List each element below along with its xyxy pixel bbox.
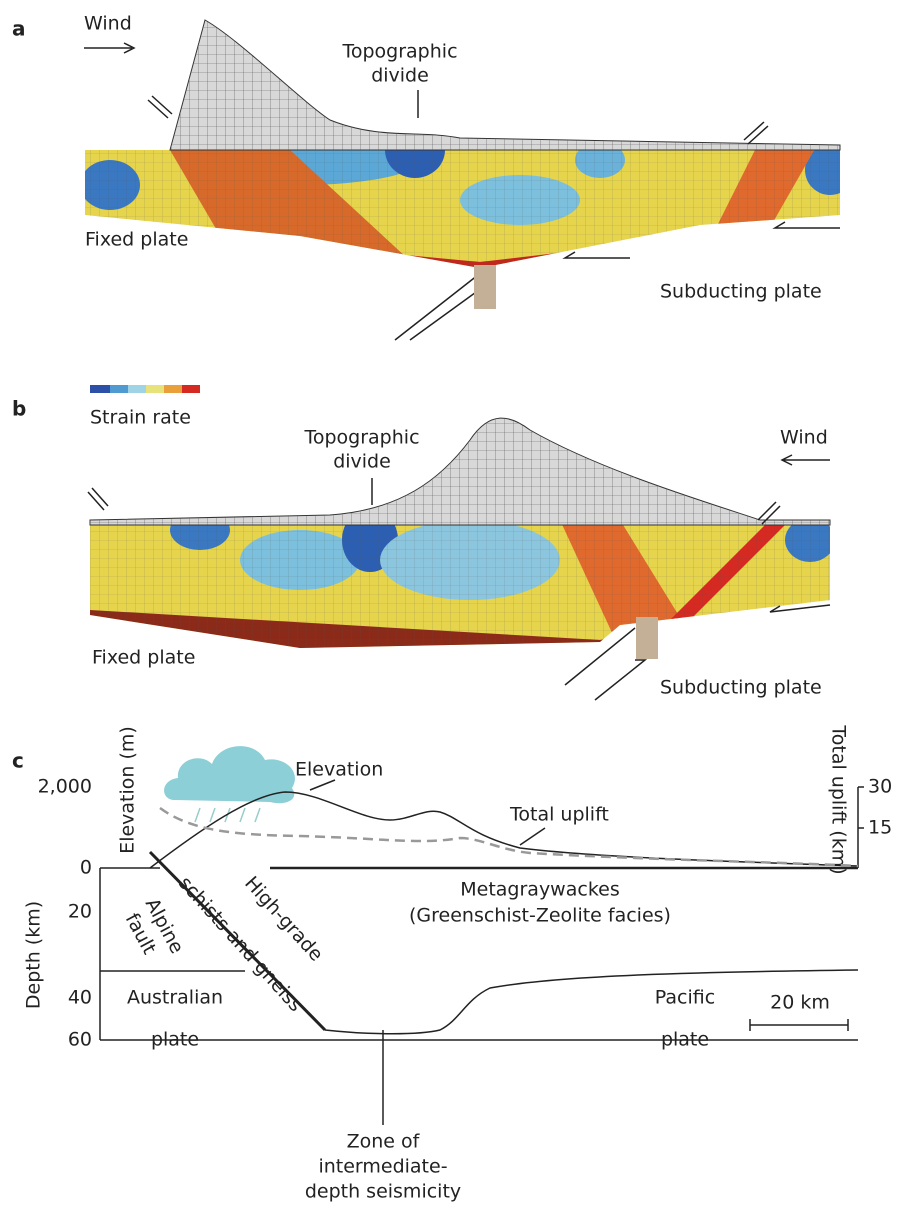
shear-arrows — [147, 95, 769, 145]
plate-label: Fixed plate — [85, 229, 188, 251]
panel-label: a — [12, 17, 26, 41]
tick-label: 15 — [868, 817, 892, 839]
axes — [99, 786, 864, 1041]
wind-arrow — [84, 42, 136, 54]
legend-label: Strain rate — [90, 407, 191, 429]
plate-label: plate — [151, 1029, 199, 1051]
plate-label: Fixed plate — [92, 647, 195, 669]
colorbar — [90, 385, 200, 393]
tick-label: 20 — [68, 901, 92, 923]
slab — [90, 520, 830, 648]
elevation-curve — [149, 791, 859, 869]
wind-label: Wind — [84, 13, 132, 35]
divide-label: divide — [333, 451, 391, 473]
panel-b: b Strain rate Topographic divide Wind Fi… — [12, 385, 831, 701]
plate-label: Pacific — [655, 987, 715, 1009]
tick-label: 30 — [868, 776, 892, 798]
wind-label: Wind — [780, 427, 828, 449]
plate-label: Subducting plate — [660, 281, 822, 303]
tick-label: 0 — [80, 857, 92, 879]
panel-label: b — [12, 397, 26, 421]
plate-label: Australian — [127, 987, 223, 1009]
divide-label: Topographic — [341, 41, 457, 63]
unit-label: (Greenschist-Zeolite facies) — [409, 905, 671, 927]
tick-label: 60 — [68, 1029, 92, 1051]
unit-label: Metagraywackes — [460, 879, 619, 901]
motion-arrows — [394, 221, 840, 341]
curve-label: Total uplift — [509, 804, 609, 826]
zone-label: intermediate- — [318, 1156, 447, 1178]
panel-a: a Wind Topographic divide Fixed plate Su… — [12, 13, 841, 341]
slab-boundary — [324, 969, 859, 1035]
zone-label: depth seismicity — [305, 1181, 461, 1203]
axis-title: Depth (km) — [23, 901, 45, 1009]
tick-label: 40 — [68, 987, 92, 1009]
curve-label: Elevation — [295, 759, 383, 781]
plate-label: plate — [661, 1029, 709, 1051]
fault-block — [474, 265, 496, 309]
axis-title: Elevation (m) — [117, 726, 139, 854]
scale-bar — [749, 1019, 849, 1031]
plate-label: Subducting plate — [660, 677, 822, 699]
tick-label: 2,000 — [38, 776, 92, 798]
panel-label: c — [12, 749, 24, 773]
pointer — [309, 779, 336, 791]
divide-label: Topographic — [303, 427, 419, 449]
pointer — [519, 827, 546, 846]
zone-label: Zone of — [347, 1131, 421, 1153]
fault-line — [148, 850, 327, 1032]
cloud — [164, 746, 295, 804]
divide-label: divide — [371, 65, 429, 87]
fault-block — [636, 617, 658, 659]
axis-title: Total uplift (km) — [828, 724, 850, 874]
wind-arrow — [780, 454, 830, 466]
panel-c: c Elevation (m) Total uplift (km) Depth … — [12, 724, 892, 1202]
motion-arrows — [87, 487, 831, 701]
uplift-curve — [159, 806, 859, 868]
scale-label: 20 km — [770, 992, 830, 1014]
